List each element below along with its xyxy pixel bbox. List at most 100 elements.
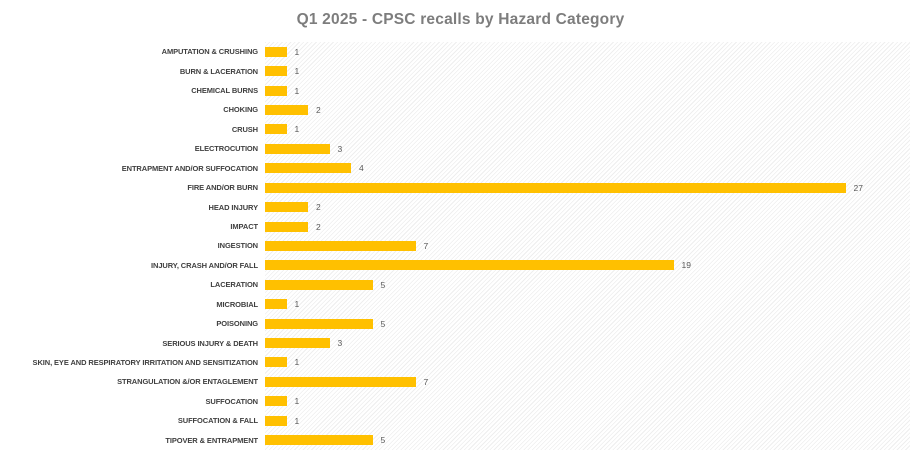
bar-row: CHOKING 2 [0, 100, 921, 119]
bar-track: 27 [265, 178, 910, 197]
bar-row: SKIN, EYE AND RESPIRATORY IRRITATION AND… [0, 353, 921, 372]
bar [265, 240, 416, 251]
value-label: 1 [294, 357, 300, 368]
bar [265, 376, 416, 387]
category-label: SUFFOCATION & FALL [177, 416, 258, 426]
bar-row: MICROBIAL 1 [0, 294, 921, 313]
bar [265, 163, 351, 174]
value-label: 5 [380, 279, 386, 290]
value-label: 2 [316, 221, 321, 232]
bar [265, 318, 373, 329]
value-label: 1 [294, 85, 300, 96]
bar-track: 1 [265, 392, 910, 411]
category-label: CRUSH [231, 124, 258, 134]
bar-track: 2 [265, 100, 910, 119]
value-label: 1 [294, 415, 300, 426]
bar-track: 7 [265, 236, 910, 255]
bar-row: AMPUTATION & CRUSHING 1 [0, 42, 921, 61]
category-label: CHEMICAL BURNS [191, 86, 258, 96]
bar-row: INGESTION 7 [0, 236, 921, 255]
value-label: 1 [294, 66, 300, 77]
value-label: 5 [380, 435, 386, 446]
bar-track: 2 [265, 217, 910, 236]
bar [265, 396, 287, 407]
bar [265, 66, 287, 77]
bar-track: 5 [265, 275, 910, 294]
value-label: 3 [337, 338, 343, 349]
value-label: 1 [294, 46, 300, 57]
bar-row: ELECTROCUTION 3 [0, 139, 921, 158]
bar-rows: AMPUTATION & CRUSHING 1 BURN & LACERATION 1… [0, 42, 921, 450]
category-label: ENTRAPMENT AND/OR SUFFOCATION [121, 163, 258, 173]
bar-track: 1 [265, 120, 910, 139]
value-label: 3 [337, 143, 343, 154]
value-label: 2 [316, 202, 321, 213]
bar-track: 1 [265, 42, 910, 61]
bar-track: 5 [265, 430, 910, 449]
bar-track: 4 [265, 159, 910, 178]
bar [265, 357, 287, 368]
value-label: 7 [423, 240, 429, 251]
bar-row: HEAD INJURY 2 [0, 197, 921, 216]
value-label: 7 [423, 376, 429, 387]
category-label: STRANGULATION &/OR ENTAGLEMENT [117, 377, 258, 387]
bar-track: 1 [265, 411, 910, 430]
value-label: 1 [294, 124, 300, 135]
category-label: SERIOUS INJURY & DEATH [162, 338, 258, 348]
category-label: SKIN, EYE AND RESPIRATORY IRRITATION AND… [32, 357, 259, 367]
bar [265, 279, 373, 290]
category-label: AMPUTATION & CRUSHING [161, 47, 258, 57]
bar-row: CHEMICAL BURNS 1 [0, 81, 921, 100]
bar [265, 104, 308, 115]
chart-title: Q1 2025 - CPSC recalls by Hazard Categor… [296, 11, 625, 28]
bar [265, 299, 287, 310]
category-label: TIPOVER & ENTRAPMENT [165, 435, 258, 445]
bar-track: 3 [265, 333, 910, 352]
bar-track: 19 [265, 256, 910, 275]
bar [265, 435, 373, 446]
bar-track: 3 [265, 139, 910, 158]
bar-row: LACERATION 5 [0, 275, 921, 294]
bar [265, 221, 308, 232]
bar-row: BURN & LACERATION 1 [0, 61, 921, 80]
bar-row: ENTRAPMENT AND/OR SUFFOCATION 4 [0, 159, 921, 178]
bar-track: 7 [265, 372, 910, 391]
bar-row: POISONING 5 [0, 314, 921, 333]
bar-row: INJURY, CRASH AND/OR FALL 19 [0, 256, 921, 275]
value-label: 1 [294, 396, 300, 407]
bar-row: FIRE AND/OR BURN 27 [0, 178, 921, 197]
bar-track: 1 [265, 353, 910, 372]
category-label: FIRE AND/OR BURN [187, 183, 258, 193]
value-label: 2 [316, 104, 321, 115]
bar [265, 415, 287, 426]
bar [265, 182, 846, 193]
value-label: 5 [380, 318, 386, 329]
category-label: ELECTROCUTION [194, 144, 258, 154]
value-label: 4 [359, 163, 364, 174]
category-label: BURN & LACERATION [179, 66, 258, 76]
value-label: 1 [294, 299, 300, 310]
bar [265, 85, 287, 96]
bar-row: SERIOUS INJURY & DEATH 3 [0, 333, 921, 352]
category-label: CHOKING [223, 105, 258, 115]
bar [265, 338, 330, 349]
bar-row: CRUSH 1 [0, 120, 921, 139]
category-label: SUFFOCATION [205, 396, 258, 406]
bar-track: 5 [265, 314, 910, 333]
bar [265, 260, 674, 271]
bar [265, 143, 330, 154]
category-label: HEAD INJURY [208, 202, 259, 212]
category-label: MICROBIAL [216, 299, 258, 309]
value-label: 27 [853, 182, 863, 193]
bar-track: 1 [265, 81, 910, 100]
bar-row: STRANGULATION &/OR ENTAGLEMENT 7 [0, 372, 921, 391]
bar-track: 2 [265, 197, 910, 216]
bar-row: TIPOVER & ENTRAPMENT 5 [0, 430, 921, 449]
category-label: IMPACT [230, 222, 258, 231]
value-label: 19 [681, 260, 691, 271]
bar-track: 1 [265, 294, 910, 313]
bar [265, 124, 287, 135]
category-label: INGESTION [217, 241, 258, 251]
category-label: INJURY, CRASH AND/OR FALL [151, 260, 258, 270]
